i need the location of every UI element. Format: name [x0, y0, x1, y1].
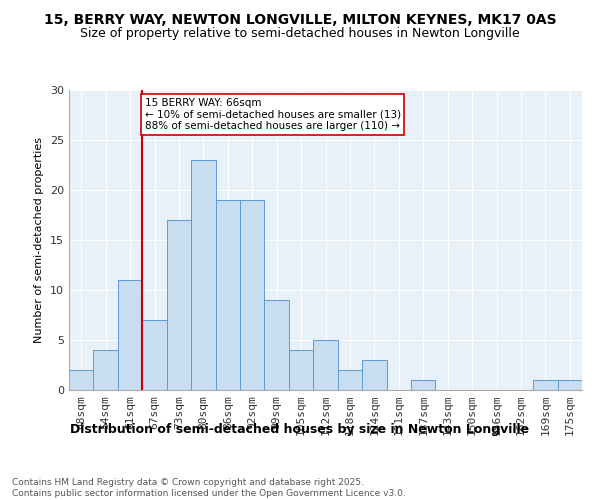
Bar — [557, 380, 582, 390]
Bar — [215, 200, 240, 390]
Bar — [167, 220, 191, 390]
Text: 15 BERRY WAY: 66sqm
← 10% of semi-detached houses are smaller (13)
88% of semi-d: 15 BERRY WAY: 66sqm ← 10% of semi-detach… — [145, 98, 401, 131]
Bar — [338, 370, 362, 390]
Bar — [118, 280, 142, 390]
Bar — [191, 160, 215, 390]
Bar — [265, 300, 289, 390]
Bar — [313, 340, 338, 390]
Bar — [240, 200, 265, 390]
Text: Size of property relative to semi-detached houses in Newton Longville: Size of property relative to semi-detach… — [80, 28, 520, 40]
Bar — [289, 350, 313, 390]
Text: Contains HM Land Registry data © Crown copyright and database right 2025.
Contai: Contains HM Land Registry data © Crown c… — [12, 478, 406, 498]
Bar — [411, 380, 436, 390]
Y-axis label: Number of semi-detached properties: Number of semi-detached properties — [34, 137, 44, 343]
Bar — [94, 350, 118, 390]
Bar — [69, 370, 94, 390]
Bar — [533, 380, 557, 390]
Bar — [362, 360, 386, 390]
Bar — [142, 320, 167, 390]
Text: Distribution of semi-detached houses by size in Newton Longville: Distribution of semi-detached houses by … — [70, 422, 530, 436]
Text: 15, BERRY WAY, NEWTON LONGVILLE, MILTON KEYNES, MK17 0AS: 15, BERRY WAY, NEWTON LONGVILLE, MILTON … — [44, 12, 556, 26]
